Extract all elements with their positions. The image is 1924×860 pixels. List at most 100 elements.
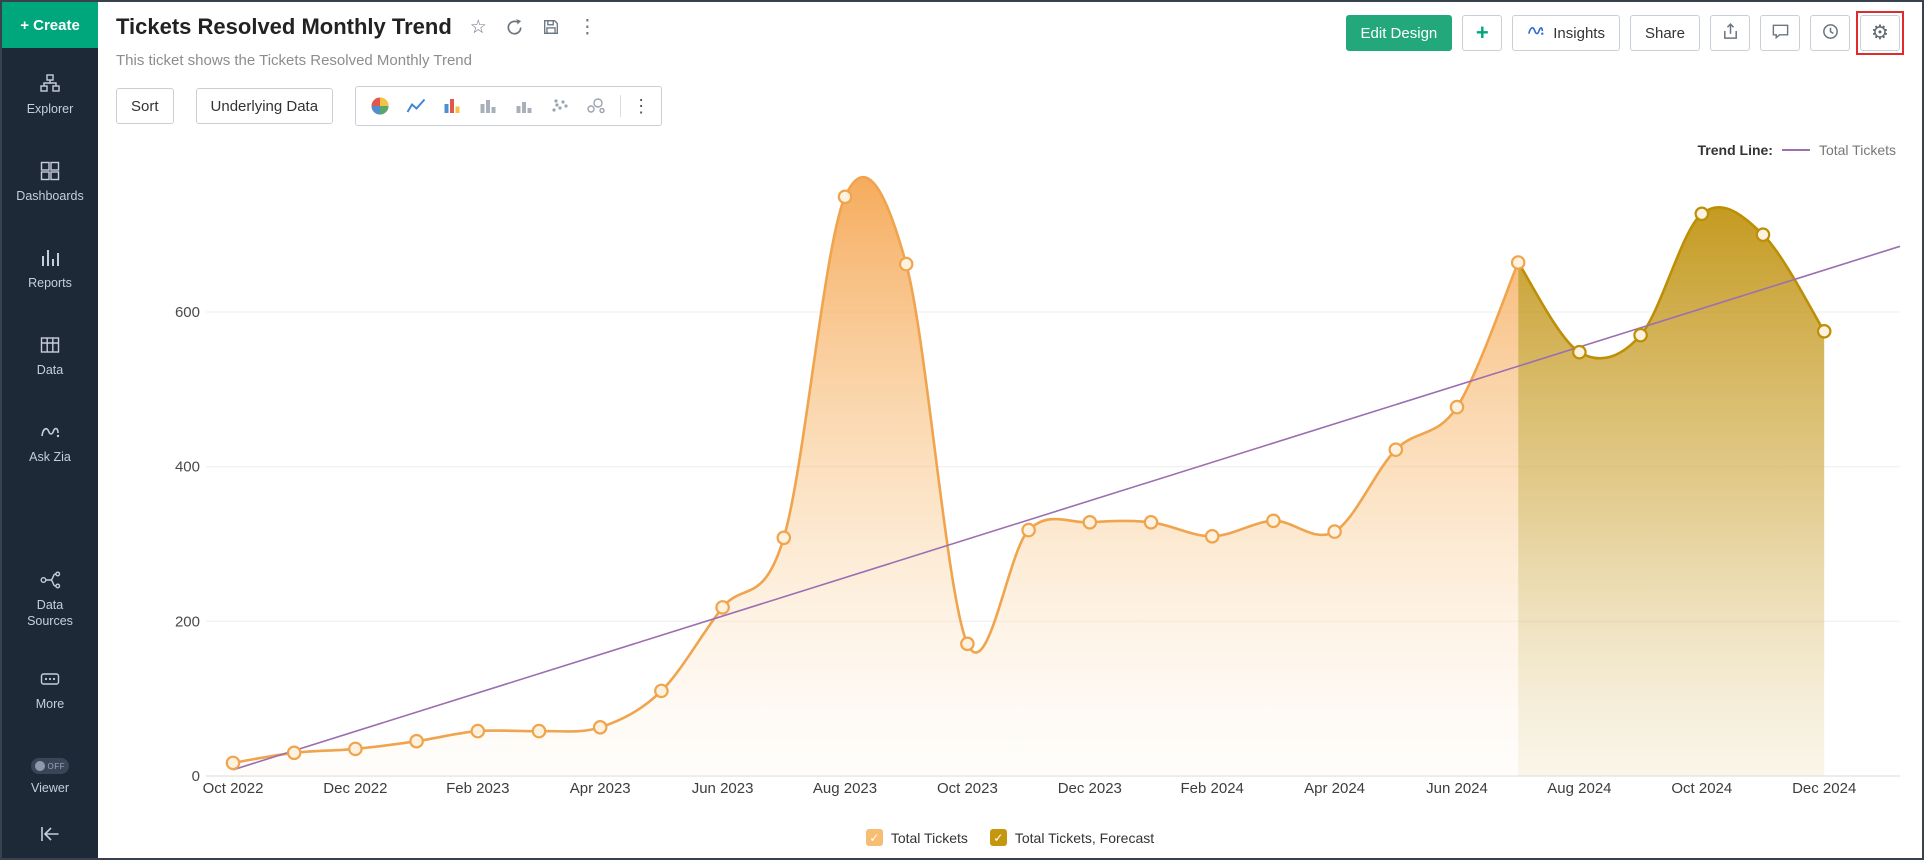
data-point[interactable] [1755, 227, 1771, 242]
x-axis-label: Aug 2023 [813, 780, 877, 797]
data-sources-icon [39, 569, 61, 591]
data-point[interactable] [715, 600, 730, 615]
sidebar-item-viewer[interactable]: OFF Viewer [2, 734, 98, 821]
data-point[interactable] [225, 755, 241, 771]
refresh-icon[interactable] [505, 18, 524, 37]
sidebar: + Create Explorer Dashboards Reports Dat… [2, 2, 98, 858]
line-chart-icon[interactable] [398, 89, 434, 123]
trend-chart[interactable]: 0 200 400 600 Oct 2022 Dec 2022 Feb 2023 Apr 20… [98, 2, 1922, 858]
toggle-state-label: OFF [47, 761, 65, 771]
data-point[interactable] [1143, 514, 1159, 530]
sidebar-item-label: Viewer [31, 781, 69, 796]
chart-type-switcher: ⋮ [355, 86, 663, 126]
legend-checkbox-total-tickets[interactable]: ✓ [865, 829, 883, 846]
favorite-star-icon[interactable]: ☆ [469, 16, 487, 38]
area-total-tickets [233, 177, 1519, 776]
legend-checkbox-forecast[interactable]: ✓ [989, 829, 1007, 846]
data-point[interactable] [592, 719, 608, 735]
trend-line-legend-title: Trend Line: [1697, 142, 1773, 158]
sidebar-item-label: Reports [28, 276, 72, 291]
data-point[interactable] [1449, 399, 1465, 415]
export-icon [1721, 22, 1740, 45]
history-button[interactable] [1810, 15, 1850, 51]
data-point[interactable] [531, 723, 547, 739]
sidebar-item-data[interactable]: Data [2, 313, 98, 400]
data-point[interactable] [1204, 528, 1220, 544]
trend-line [232, 245, 1901, 771]
sidebar-item-label: Dashboards [16, 189, 84, 204]
sidebar-item-label: Data Sources [27, 597, 73, 628]
sidebar-item-data-sources[interactable]: Data Sources [2, 551, 98, 647]
export-button[interactable] [1710, 15, 1750, 51]
chart-types-more-kebab-icon[interactable]: ⋮ [632, 95, 651, 116]
pie-chart-icon[interactable] [362, 89, 398, 123]
sidebar-item-explorer[interactable]: Explorer [2, 52, 98, 139]
data-point[interactable] [1510, 255, 1526, 270]
legend-item-forecast[interactable]: ✓ Total Tickets, Forecast [989, 829, 1154, 846]
scatter-chart-icon[interactable] [542, 89, 578, 123]
sidebar-item-more[interactable]: More [2, 647, 98, 734]
plus-icon: + [1475, 20, 1489, 45]
y-axis-label: 0 [192, 768, 200, 785]
sidebar-item-reports[interactable]: Reports [2, 226, 98, 313]
x-axis-label: Oct 2023 [937, 780, 998, 797]
zia-icon [39, 421, 61, 443]
toolbar-divider [620, 95, 622, 117]
chart-toolbar: Sort Underlying Data [116, 86, 663, 126]
sidebar-item-label: Explorer [26, 102, 74, 117]
insights-button[interactable]: Insights [1512, 15, 1620, 51]
sidebar-item-label: Ask Zia [29, 450, 71, 465]
data-point[interactable] [1572, 344, 1587, 360]
column-chart-gray2-icon[interactable] [506, 89, 542, 123]
sort-button[interactable]: Sort [116, 88, 174, 124]
data-point[interactable] [1082, 514, 1098, 530]
data-point[interactable] [1633, 327, 1648, 343]
data-point[interactable] [409, 733, 424, 749]
x-axis-label: Jun 2024 [1426, 780, 1488, 797]
data-point[interactable] [960, 636, 975, 652]
sidebar-item-dashboards[interactable]: Dashboards [2, 139, 98, 226]
x-axis-label: Dec 2023 [1058, 780, 1122, 797]
data-point[interactable] [654, 683, 669, 699]
save-icon[interactable] [542, 18, 560, 36]
data-point[interactable] [1388, 442, 1404, 457]
data-point[interactable] [286, 745, 302, 761]
y-axis-label: 600 [175, 304, 200, 321]
trend-line-sample [1781, 149, 1810, 151]
x-axis-label: Oct 2022 [203, 780, 264, 797]
sidebar-item-ask-zia[interactable]: Ask Zia [2, 400, 98, 487]
legend-item-total-tickets[interactable]: ✓ Total Tickets [865, 829, 968, 846]
share-button[interactable]: Share [1629, 15, 1700, 51]
comments-button[interactable] [1760, 15, 1800, 51]
data-point[interactable] [348, 741, 363, 757]
more-options-kebab-icon[interactable]: ⋮ [577, 16, 597, 38]
sidebar-item-label: Data [36, 363, 64, 378]
edit-design-button[interactable]: Edit Design [1345, 15, 1453, 51]
data-point[interactable] [1816, 323, 1832, 339]
trend-line-legend: Trend Line: Total Tickets [1698, 142, 1896, 158]
collapse-sidebar-button[interactable] [2, 823, 98, 850]
viewer-off-toggle[interactable]: OFF [31, 758, 69, 775]
column-chart-gray-icon[interactable] [470, 89, 506, 123]
page-title: Tickets Resolved Monthly Trend [116, 14, 452, 39]
data-point[interactable] [776, 530, 792, 546]
data-point[interactable] [470, 723, 486, 739]
add-button[interactable]: + [1462, 15, 1503, 51]
data-point[interactable] [1266, 513, 1281, 529]
dashboards-icon [39, 160, 61, 182]
data-point[interactable] [837, 189, 853, 205]
toggle-knob [35, 761, 45, 772]
comment-icon [1771, 22, 1790, 45]
x-axis-label: Dec 2024 [1792, 780, 1856, 797]
data-point[interactable] [898, 256, 914, 272]
zia-insights-icon [1527, 22, 1545, 44]
bubble-chart-icon[interactable] [578, 89, 614, 123]
bar-chart-icon[interactable] [434, 89, 470, 123]
underlying-data-button[interactable]: Underlying Data [195, 88, 334, 124]
create-button[interactable]: + Create [2, 2, 98, 48]
data-point[interactable] [1021, 522, 1036, 538]
data-point[interactable] [1694, 206, 1710, 222]
y-axis-label: 200 [175, 613, 200, 630]
settings-gear-button[interactable]: ⚙ [1860, 15, 1900, 51]
data-point[interactable] [1327, 524, 1342, 539]
